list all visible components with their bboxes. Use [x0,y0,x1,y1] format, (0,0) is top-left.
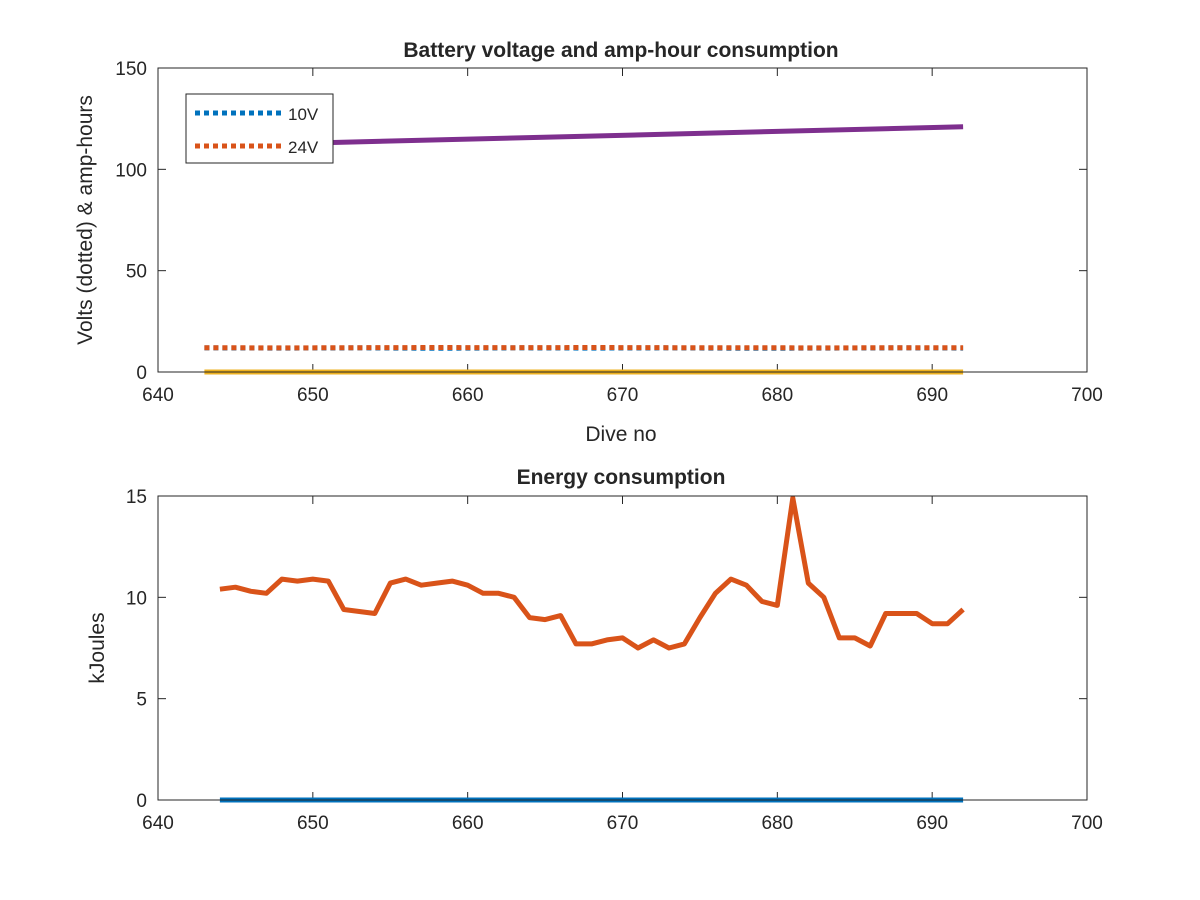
voltage-plot-ylabel: Volts (dotted) & amp-hours [74,95,97,345]
energy-ytick-label: 10 [126,588,147,609]
energy-plot-ylabel: kJoules [86,612,109,683]
legend-label-10v: 10V [288,105,319,124]
voltage-xtick-label: 700 [1071,385,1103,406]
voltage-xtick-label: 680 [761,385,793,406]
legend-box [185,93,334,164]
voltage-ytick-label: 0 [136,363,147,384]
legend-label-24v: 24V [288,138,319,157]
energy-ytick-label: 5 [136,690,147,711]
voltage-ytick-label: 50 [126,262,147,283]
voltage-plot: 640 650 660 670 680 690 700 0 50 100 150 Battery v… [74,39,1103,446]
energy-plot-frame [157,495,1088,801]
energy-plot-area [158,496,1087,800]
energy-xtick-label: 700 [1071,813,1103,834]
voltage-xtick-label: 670 [607,385,639,406]
voltage-xtick-label: 640 [142,385,174,406]
energy-plot-title: Energy consumption [517,466,726,489]
voltage-xtick-label: 650 [297,385,329,406]
voltage-ytick-label: 100 [115,160,147,181]
energy-series-line-0 [219,495,965,651]
voltage-xtick-label: 660 [452,385,484,406]
energy-ytick-label: 0 [136,791,147,812]
voltage-xtick-label: 690 [916,385,948,406]
voltage-ytick-label: 150 [115,59,147,80]
voltage-plot-xlabel: Dive no [585,423,656,446]
energy-xtick-label: 680 [761,813,793,834]
voltage-plot-title: Battery voltage and amp-hour consumption [403,39,838,62]
voltage-series-line-2 [312,124,964,146]
energy-plot: 640 650 660 670 680 690 700 0 5 10 15 Energy consu… [86,466,1103,834]
energy-xtick-label: 650 [297,813,329,834]
voltage-plot-frame [157,67,1088,373]
voltage-plot-legend: 10V 24V [185,93,334,164]
energy-plot-ticks: 640 650 660 670 680 690 700 0 5 10 15 [126,487,1103,834]
energy-ytick-label: 15 [126,487,147,508]
energy-xtick-label: 660 [452,813,484,834]
energy-xtick-label: 670 [607,813,639,834]
energy-xtick-label: 640 [142,813,174,834]
energy-xtick-label: 690 [916,813,948,834]
voltage-plot-ticks: 640 650 660 670 680 690 700 0 50 100 150 [115,59,1103,406]
